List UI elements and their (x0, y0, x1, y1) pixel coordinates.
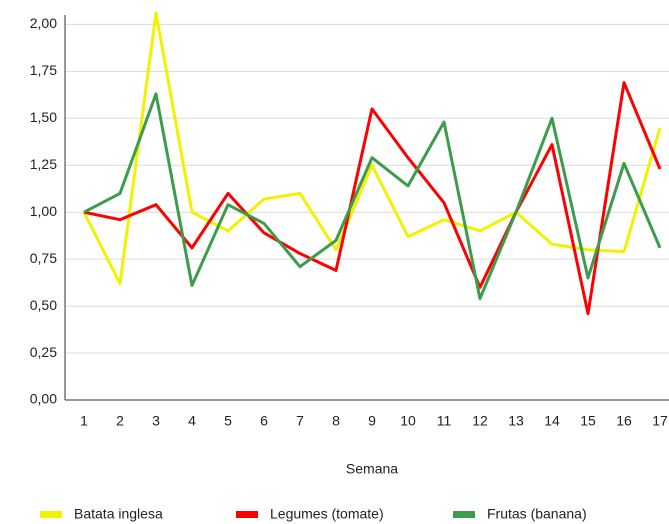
y-tick-label: 0,50 (30, 297, 57, 313)
y-tick-label: 1,25 (30, 156, 57, 172)
line-series (82, 11, 662, 286)
x-tick-label: 16 (616, 413, 632, 429)
legend-swatch (453, 511, 475, 518)
x-tick-label: 2 (116, 413, 124, 429)
legend-label: Legumes (tomate) (270, 506, 384, 522)
y-tick-label: 0,25 (30, 344, 57, 360)
y-tick-label: 2,00 (30, 15, 57, 31)
x-tick-label: 9 (368, 413, 376, 429)
x-axis-label: Semana (346, 461, 398, 477)
legend-label: Frutas (banana) (487, 506, 587, 522)
x-tick-label: 3 (152, 413, 160, 429)
line-series (83, 92, 662, 301)
x-tick-label: 11 (437, 413, 452, 429)
x-tick-label: 14 (544, 413, 560, 429)
y-tick-label: 0,75 (30, 250, 57, 266)
x-tick-label: 17 (652, 413, 668, 429)
x-tick-label: 6 (260, 413, 268, 429)
x-tick-label: 4 (188, 413, 196, 429)
x-tick-label: 13 (508, 413, 524, 429)
x-tick-label: 5 (224, 413, 232, 429)
legend-label: Batata inglesa (74, 506, 163, 522)
x-tick-label: 12 (472, 413, 488, 429)
x-tick-label: 7 (296, 413, 304, 429)
y-tick-label: 0,00 (30, 391, 57, 407)
legend-swatch (40, 511, 62, 518)
legend-swatch (236, 511, 258, 518)
x-tick-label: 8 (332, 413, 340, 429)
y-tick-label: 1,75 (30, 62, 57, 78)
line-series (83, 81, 662, 316)
x-tick-label: 10 (400, 413, 416, 429)
x-tick-label: 15 (580, 413, 596, 429)
x-tick-label: 1 (80, 413, 88, 429)
y-tick-label: 1,50 (30, 109, 57, 125)
y-tick-label: 1,00 (30, 203, 57, 219)
